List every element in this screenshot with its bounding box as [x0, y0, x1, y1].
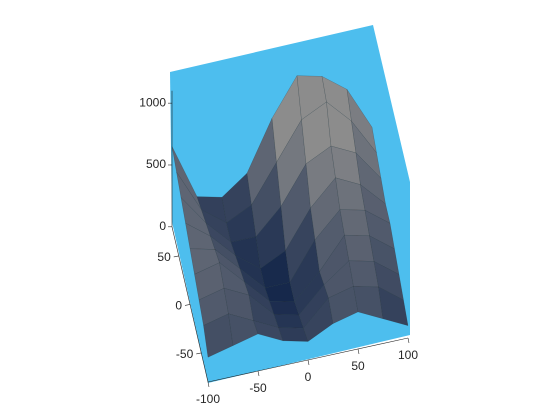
- x-tick-label: -50: [249, 381, 267, 395]
- y-tick: [196, 352, 202, 355]
- z-tick-label: 1000: [139, 95, 166, 109]
- surface-patch: [273, 314, 304, 329]
- x-tick: [207, 381, 210, 388]
- y-tick: [184, 304, 191, 306]
- x-tick-label: 100: [398, 348, 418, 362]
- y-tick-label: -50: [176, 347, 194, 361]
- surface-patch: [344, 234, 375, 262]
- surface-patch: [339, 209, 370, 237]
- y-tick-label: 0: [175, 299, 182, 313]
- x-tick-label: 0: [305, 370, 312, 384]
- x-tick: [257, 370, 260, 377]
- z-tick-label: 500: [146, 157, 166, 171]
- y-tick: [173, 255, 179, 258]
- surface-patch: [378, 286, 409, 326]
- x-tick: [307, 359, 310, 366]
- x-tick: [357, 348, 360, 355]
- x-tick-label: 50: [351, 359, 365, 373]
- surface-patch: [269, 300, 300, 316]
- x-tick: [407, 337, 410, 344]
- surface-patch: [348, 260, 379, 288]
- x-tick-label: -100: [196, 392, 220, 406]
- y-tick-label: 50: [157, 250, 171, 264]
- surface: [171, 74, 409, 358]
- surface-patch: [278, 327, 309, 342]
- z-tick-label: 0: [159, 219, 166, 233]
